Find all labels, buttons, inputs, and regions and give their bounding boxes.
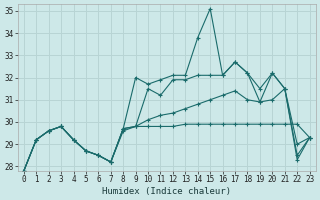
X-axis label: Humidex (Indice chaleur): Humidex (Indice chaleur) xyxy=(102,187,231,196)
